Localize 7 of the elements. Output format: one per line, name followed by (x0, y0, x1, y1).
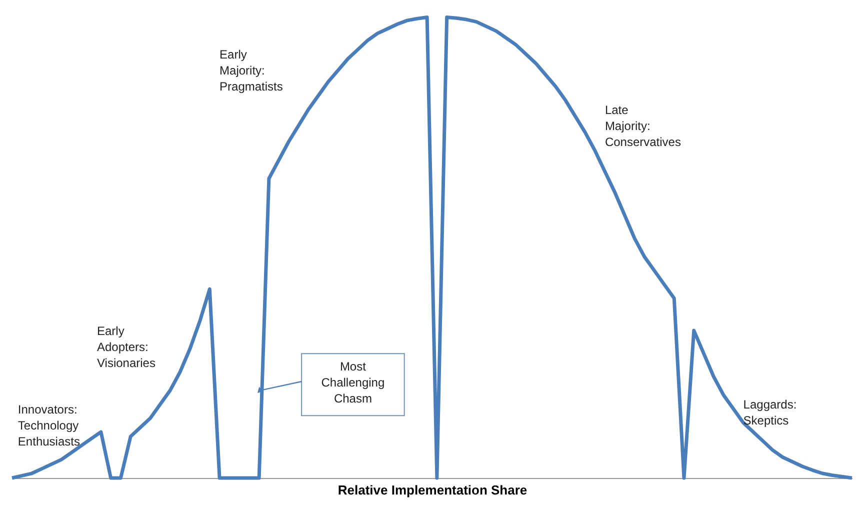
annotation: Early Majority: Pragmatists (220, 47, 283, 94)
x-axis-title: Relative Implementation Share (338, 482, 528, 498)
annotation: Laggards: Skeptics (743, 398, 797, 428)
annotation: Most Challenging Chasm (321, 360, 385, 406)
annotation: Late Majority: Conservatives (604, 102, 681, 149)
annotation: Innovators: Technology Enthusiasts (18, 402, 80, 448)
annotation: Early Adopters: Visionaries (96, 324, 156, 370)
